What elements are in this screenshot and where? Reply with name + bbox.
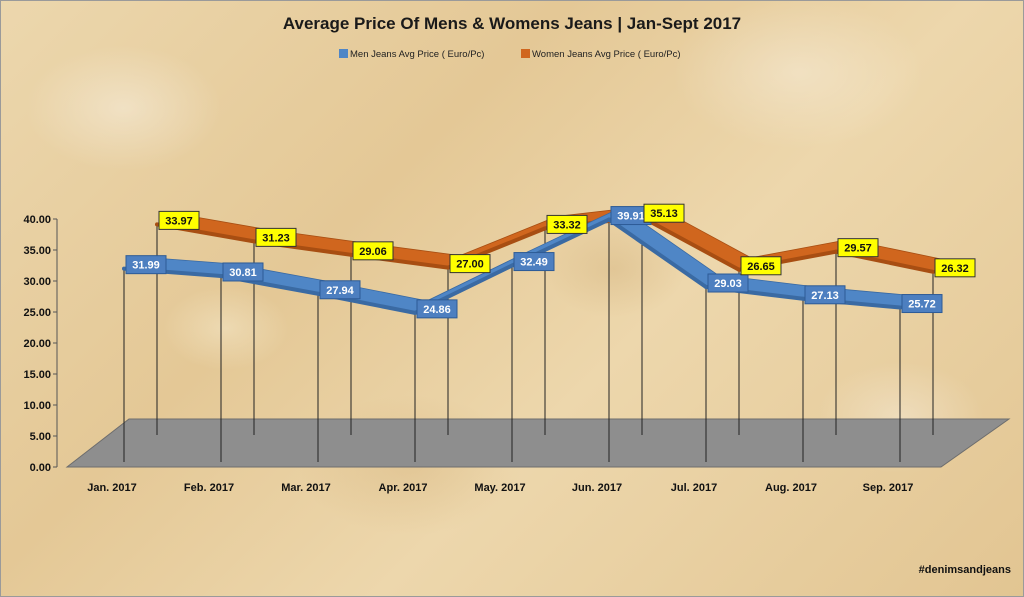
women-data-label: 31.23 <box>262 232 290 244</box>
legend: Men Jeans Avg Price ( Euro/Pc) Women Jean… <box>339 49 681 60</box>
y-tick-label: 20.00 <box>23 338 51 350</box>
x-tick-label: Feb. 2017 <box>184 482 234 494</box>
chart-title: Average Price Of Mens & Womens Jeans | J… <box>283 14 741 33</box>
men-data-label-box <box>707 273 749 293</box>
women-data-label-box <box>643 203 685 223</box>
x-tick-label: Jul. 2017 <box>671 482 717 494</box>
women-data-label-box <box>934 258 976 278</box>
x-axis: Jan. 2017 Feb. 2017 Mar. 2017 Apr. 2017 May.… <box>87 482 913 494</box>
y-tick-label: 40.00 <box>23 214 51 226</box>
men-data-label-box <box>319 280 361 300</box>
watermark-text: #denimsandjeans <box>919 564 1011 576</box>
women-data-label-box <box>837 238 879 258</box>
y-tick-label: 10.00 <box>23 400 51 412</box>
men-data-label: 27.94 <box>326 285 354 297</box>
men-data-label: 39.91 <box>617 211 645 223</box>
women-data-label: 29.57 <box>844 243 872 255</box>
data-labels: 31.99 30.81 27.94 24.86 32.49 39.91 29.03 27.13… <box>125 203 976 319</box>
y-tick-label: 25.00 <box>23 307 51 319</box>
men-data-label: 32.49 <box>520 257 548 269</box>
women-data-label: 29.06 <box>359 246 387 258</box>
men-data-label: 30.81 <box>229 267 257 279</box>
x-tick-label: Jan. 2017 <box>87 482 137 494</box>
x-tick-label: Jun. 2017 <box>572 482 622 494</box>
chart-floor <box>65 418 1011 468</box>
men-data-label-box <box>804 285 846 305</box>
women-series-line <box>640 215 741 272</box>
drop-lines <box>123 217 934 462</box>
men-data-label: 29.03 <box>714 278 742 290</box>
legend-marker-men <box>339 49 348 58</box>
men-data-label: 27.13 <box>811 290 839 302</box>
women-data-label: 33.32 <box>553 219 581 231</box>
men-data-label: 24.86 <box>423 304 451 316</box>
men-series-line <box>607 217 708 290</box>
women-data-label-box <box>255 227 297 247</box>
men-data-label-box <box>513 252 555 272</box>
women-data-label: 33.97 <box>165 215 193 227</box>
men-data-label: 25.72 <box>908 299 936 311</box>
women-data-label: 26.32 <box>941 263 969 275</box>
women-data-label-box <box>158 210 200 230</box>
legend-marker-women <box>521 49 530 58</box>
x-tick-label: May. 2017 <box>474 482 525 494</box>
men-data-label-box <box>222 262 264 282</box>
y-tick-label: 30.00 <box>23 276 51 288</box>
women-data-label: 26.65 <box>747 261 775 273</box>
legend-label-men: Men Jeans Avg Price ( Euro/Pc) <box>350 49 484 60</box>
women-data-label-box <box>740 256 782 276</box>
y-axis: 0.00 5.00 10.00 15.00 20.00 25.00 30.00 35.00 40… <box>23 214 58 474</box>
x-tick-label: Apr. 2017 <box>379 482 428 494</box>
y-tick-label: 0.00 <box>30 462 51 474</box>
x-tick-label: Aug. 2017 <box>765 482 817 494</box>
men-data-label-box <box>125 255 167 275</box>
x-tick-label: Sep. 2017 <box>863 482 914 494</box>
y-tick-label: 15.00 <box>23 369 51 381</box>
legend-label-women: Women Jeans Avg Price ( Euro/Pc) <box>532 49 681 60</box>
x-tick-label: Mar. 2017 <box>281 482 331 494</box>
women-data-label-box <box>449 254 491 274</box>
women-data-label: 27.00 <box>456 259 484 271</box>
women-data-label: 35.13 <box>650 208 678 220</box>
women-data-label-box <box>352 241 394 261</box>
men-data-label-box <box>416 299 458 319</box>
y-tick-label: 5.00 <box>30 431 51 443</box>
men-data-label-box <box>901 294 943 314</box>
y-tick-label: 35.00 <box>23 245 51 257</box>
women-data-label-box <box>546 214 588 234</box>
men-data-label: 31.99 <box>132 260 160 272</box>
